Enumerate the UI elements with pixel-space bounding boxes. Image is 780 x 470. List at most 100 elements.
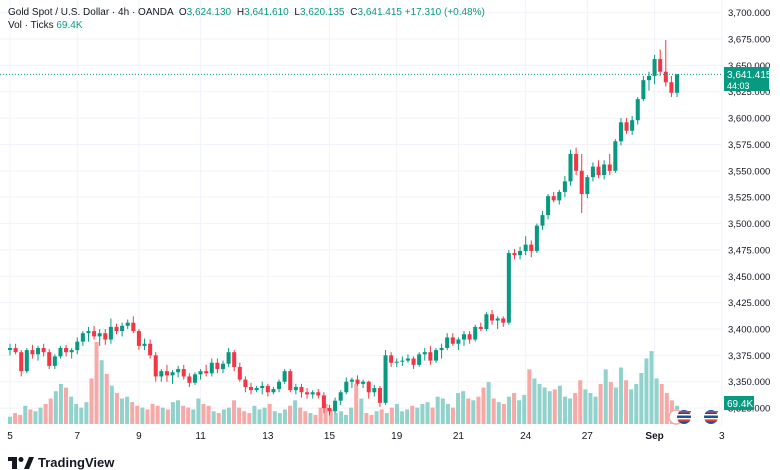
open-label: O [178,7,187,18]
volume-bar [379,409,384,424]
candle-body [450,337,455,344]
candle-body [540,215,545,226]
close-value: 3,641.415 [357,7,403,18]
candle [518,246,523,260]
volume-bar [74,403,79,424]
volume-bar [364,413,369,424]
volume-bar [445,403,450,424]
candle [534,223,539,254]
volume-bar [557,385,562,424]
candle-body [635,99,640,121]
tradingview-logo-icon [8,456,34,469]
candle [349,377,354,389]
candle [30,344,35,359]
candle [377,385,382,408]
volume-bar [23,405,28,424]
y-tick-label: 3,625.000 [728,87,770,98]
candle-body [92,331,97,337]
volume-bar [267,403,272,424]
volume-bar [573,393,578,424]
candle-body [131,322,136,332]
candle-body [613,141,618,171]
volume-bar [63,387,69,424]
volume-bar [135,405,140,424]
candle-body [652,59,657,76]
candle-body [602,164,607,176]
candle [551,191,556,203]
candle-body [108,326,113,340]
candle [417,352,422,367]
candle [159,369,164,382]
volume-bar [481,387,486,424]
volume-bar [109,385,114,424]
tradingview-logo[interactable]: TradingView [8,455,114,470]
volume-bar [568,398,573,424]
economic-event-markers[interactable] [668,409,718,425]
candle [428,345,433,365]
candle [64,344,69,357]
last-price-value: 3,641.415 [727,70,772,81]
x-tick-label: Sep [645,431,663,442]
volume-bar [298,407,303,424]
candle-body [80,333,85,342]
volume-bar [354,383,359,424]
volume-bar [69,396,74,424]
candle [658,49,663,76]
candle-body [557,191,562,201]
symbol-title[interactable]: Gold Spot / U.S. Dollar · 4h · OANDA [8,7,174,18]
candlesticks [7,40,680,416]
candle-body [562,181,567,192]
volume-bars [7,342,680,424]
volume-bar [583,389,588,424]
volume-bar [28,409,33,424]
volume-bar [104,373,109,424]
candle-body [148,343,153,356]
candle-body [473,326,478,340]
candle-body [86,331,91,334]
volume-bar [33,411,38,424]
candle-body [69,350,74,353]
volume-label[interactable]: Vol · Ticks [8,20,54,31]
candle [80,331,85,346]
candle [58,345,63,359]
candle-body [658,59,663,72]
candle-body [19,352,24,372]
volume-bar [496,402,501,424]
us-flag-icon[interactable] [704,410,718,424]
ohlc-legend: Gold Spot / U.S. Dollar · 4h · OANDA O 3,… [8,7,485,18]
candle [19,350,24,377]
high-label: H [236,7,245,18]
candle-body [579,170,584,195]
volume-bar [43,403,48,424]
candle [260,381,265,395]
candle [321,392,326,414]
candle [473,324,478,342]
candle [204,364,209,377]
volume-bar [486,382,491,424]
candle-body [646,75,651,81]
candle-body [271,389,276,393]
candle [445,333,450,351]
volume-bar [608,382,613,424]
volume-bar [328,409,333,424]
candle [237,362,242,382]
candle [585,175,590,199]
candle [114,323,119,335]
candle-body [669,82,674,93]
us-flag-icon[interactable] [677,410,691,424]
candle [299,383,304,398]
candle-body [512,253,517,256]
candle [36,345,41,361]
candle [506,249,511,325]
volume-bar [537,383,542,424]
candle-body [52,356,57,366]
candle [327,404,332,416]
volume-bar [7,416,13,424]
candle-body [248,386,254,391]
candle-body [590,166,595,178]
time-axis[interactable]: 57911131519212427Sep35911 [7,431,780,442]
candle [568,149,573,186]
candle [400,356,405,366]
volume-bar [349,407,354,424]
